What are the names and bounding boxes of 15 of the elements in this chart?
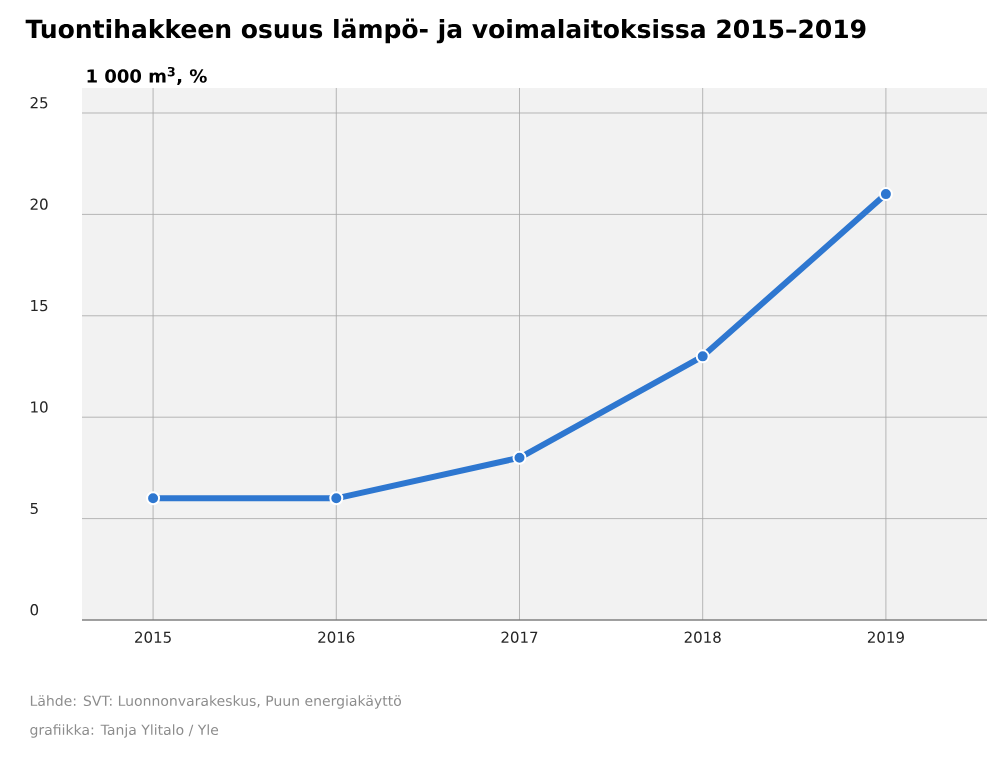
y-tick-label: 20: [30, 198, 48, 210]
x-tick-label: 2015: [135, 631, 171, 643]
y-tick-label: 25: [30, 97, 48, 109]
y-tick-label: 10: [31, 401, 48, 413]
y-tick-label: 5: [30, 502, 38, 515]
x-tick-label: 2016: [318, 631, 355, 643]
text: Lähde: SVT: Luonnonvarakeskus, Puun energiakäyttö: [30, 695, 402, 709]
chart-title: Tuontihakkeen osuus lämpö- ja voimalaitoksissa 2015–2019: [25, 18, 866, 44]
x-tick-label: 2017: [501, 631, 538, 643]
y-axis-title: 1 000 m$^{3}$, %: [87, 66, 207, 86]
text: grafiikka: Tanja Ylitalo / Yle: [30, 724, 219, 738]
x-tick-label: 2018: [684, 631, 721, 643]
y-tick-label: 15: [31, 300, 48, 312]
y-tick-label: 0: [30, 604, 39, 616]
x-tick-label: 2019: [867, 631, 904, 643]
